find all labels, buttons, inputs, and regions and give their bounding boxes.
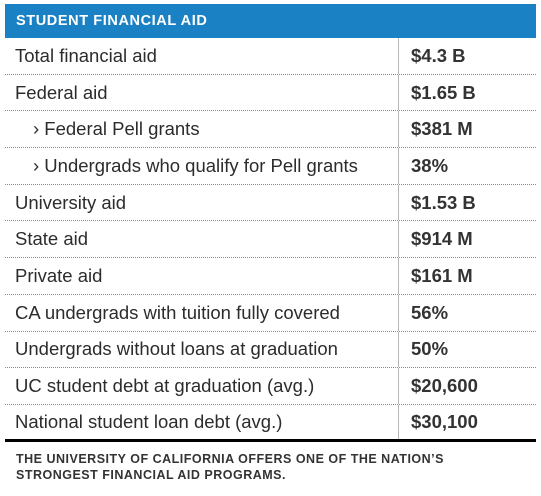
table-row: State aid $914 M — [5, 221, 536, 259]
row-value: $30,100 — [411, 410, 478, 432]
financial-aid-table: Total financial aid $4.3 B Federal aid $… — [5, 38, 536, 442]
financial-aid-card: STUDENT FINANCIAL AID Total financial ai… — [5, 4, 536, 483]
footnote: THE UNIVERSITY OF CALIFORNIA OFFERS ONE … — [5, 451, 536, 483]
table-title: STUDENT FINANCIAL AID — [5, 4, 536, 38]
table-row: Private aid $161 M — [5, 258, 536, 295]
row-label: University aid — [5, 184, 399, 221]
table-row: Total financial aid $4.3 B — [5, 38, 536, 75]
row-value: 38% — [411, 154, 449, 176]
table-row: University aid $1.53 B — [5, 184, 536, 222]
row-label: › Federal Pell grants — [5, 111, 399, 148]
table-row: UC student debt at graduation (avg.) $20… — [5, 368, 536, 405]
row-label: Undergrads without loans at graduation — [5, 331, 399, 368]
table-row: › Undergrads who qualify for Pell grants… — [5, 148, 536, 185]
row-value: $914 M — [411, 228, 473, 250]
row-value: $161 M — [411, 264, 473, 286]
row-value: $1.65 B — [411, 81, 476, 103]
table-row: › Federal Pell grants $381 M — [5, 111, 536, 149]
row-label: State aid — [5, 221, 399, 258]
row-label: Total financial aid — [5, 38, 399, 74]
row-value: $20,600 — [411, 375, 478, 397]
table-row: CA undergrads with tuition fully covered… — [5, 294, 536, 332]
row-label: › Undergrads who qualify for Pell grants — [5, 148, 399, 184]
row-label: National student loan debt (avg.) — [5, 404, 399, 439]
row-label: UC student debt at graduation (avg.) — [5, 368, 399, 404]
footnote-line: STRONGEST FINANCIAL AID PROGRAMS. — [16, 467, 286, 482]
row-label: CA undergrads with tuition fully covered — [5, 294, 399, 331]
row-value: 56% — [411, 301, 449, 323]
row-value: $4.3 B — [411, 44, 466, 66]
row-label: Federal aid — [5, 74, 399, 111]
row-value: $1.53 B — [411, 191, 476, 213]
row-label: Private aid — [5, 258, 399, 294]
table-row: National student loan debt (avg.) $30,10… — [5, 404, 536, 442]
row-value: $381 M — [411, 118, 473, 140]
row-value: 50% — [411, 338, 449, 360]
footnote-line: THE UNIVERSITY OF CALIFORNIA OFFERS ONE … — [16, 451, 444, 466]
table-row: Federal aid $1.65 B — [5, 74, 536, 112]
table-row: Undergrads without loans at graduation 5… — [5, 331, 536, 369]
